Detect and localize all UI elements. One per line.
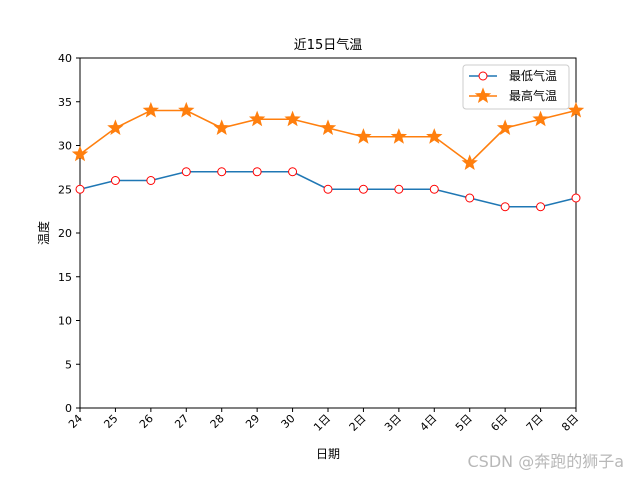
data-point [429, 184, 439, 194]
y-tick-label: 25 [58, 183, 72, 196]
watermark: CSDN @奔跑的狮子a [467, 452, 624, 471]
y-tick-label: 10 [58, 315, 72, 328]
data-point [213, 119, 230, 135]
x-tick-label: 29 [243, 412, 262, 431]
x-tick-label: 26 [137, 412, 156, 431]
y-tick-label: 40 [58, 52, 72, 65]
data-point [394, 184, 404, 194]
y-tick-label: 15 [58, 271, 72, 284]
x-tick-label: 6日 [488, 412, 510, 434]
y-tick-label: 20 [58, 227, 72, 240]
data-point [288, 167, 298, 177]
x-tick-label: 7日 [524, 412, 546, 434]
series-line [79, 109, 577, 165]
data-point [75, 184, 85, 194]
data-point [500, 202, 510, 212]
x-tick-label: 3日 [382, 412, 404, 434]
data-point [110, 176, 120, 185]
legend-marker [478, 71, 488, 81]
x-tick-label: 25 [101, 412, 120, 431]
data-point [107, 119, 124, 135]
data-point [536, 202, 546, 212]
chart-title: 近15日气温 [294, 37, 363, 53]
y-axis-label: 温度 [36, 221, 51, 245]
x-tick-label: 4日 [417, 412, 439, 434]
data-point [426, 128, 443, 144]
data-point [71, 145, 89, 162]
data-point [355, 128, 372, 144]
x-tick-label: 1日 [311, 412, 333, 434]
data-point [571, 193, 581, 203]
data-point [567, 101, 585, 118]
x-tick-label: 27 [172, 412, 191, 431]
legend-label: 最高气温 [509, 88, 557, 103]
legend-item: 最低气温 [469, 68, 557, 83]
x-tick-label: 28 [208, 412, 227, 431]
data-point [319, 119, 337, 135]
y-tick-label: 0 [65, 402, 72, 415]
legend-item: 最高气温 [469, 87, 557, 103]
series-low-temp [75, 167, 581, 212]
data-point [248, 110, 266, 127]
y-tick-label: 35 [58, 96, 72, 109]
data-point [284, 110, 301, 127]
y-tick-label: 5 [65, 358, 72, 371]
series-high-temp [71, 101, 585, 170]
x-axis-label: 日期 [316, 447, 340, 461]
x-tick-label: 8日 [559, 412, 581, 434]
data-point [146, 176, 156, 185]
data-point [323, 184, 333, 194]
data-point [217, 167, 227, 177]
data-point [496, 119, 514, 135]
data-point [178, 101, 195, 118]
data-point [461, 154, 478, 170]
data-point [252, 167, 262, 177]
data-point [358, 184, 368, 194]
x-tick-label: 30 [279, 412, 298, 431]
data-point [532, 110, 549, 127]
x-tick-label: 5日 [453, 412, 475, 434]
data-point [465, 193, 475, 203]
legend-marker [474, 87, 492, 103]
x-tick-label: 2日 [347, 412, 369, 434]
legend-label: 最低气温 [509, 68, 557, 83]
data-point [390, 128, 408, 144]
y-tick-label: 30 [58, 140, 72, 153]
data-point [142, 101, 160, 118]
data-point [181, 167, 191, 177]
